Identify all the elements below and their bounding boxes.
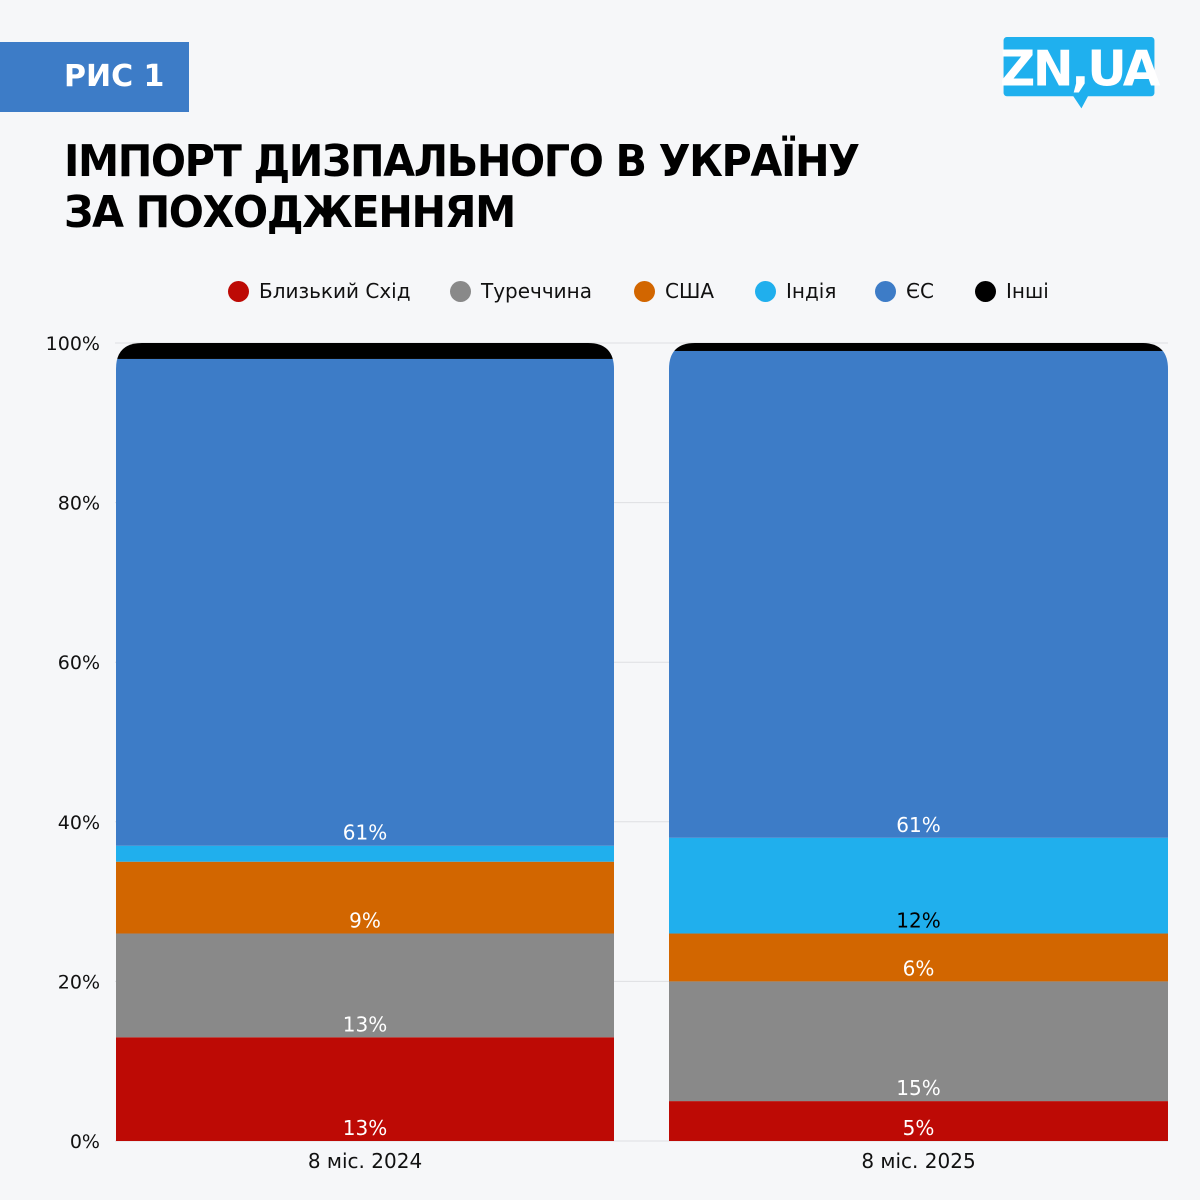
segment-value-label: 15%: [896, 1076, 940, 1100]
segment-value-label: 61%: [343, 821, 387, 845]
legend-swatch-icon: [228, 280, 249, 302]
legend-item: Туреччина: [450, 276, 592, 306]
bar-segment: [116, 845, 614, 862]
bar-segment: [116, 1037, 614, 1141]
legend-item: Індія: [755, 276, 836, 306]
segment-value-label: 9%: [349, 909, 381, 933]
x-category-label: 8 міс. 2025: [861, 1149, 975, 1173]
legend-swatch-icon: [755, 280, 776, 302]
zn-ua-logo: ZN,UA: [1000, 37, 1163, 109]
legend-item: ЄС: [875, 276, 934, 306]
bar-segment: [669, 343, 1168, 351]
segment-value-label: 6%: [903, 956, 935, 980]
y-tick-label: 100%: [46, 333, 100, 355]
bar-segment: [669, 1101, 1168, 1141]
legend-label: ЄС: [906, 279, 934, 303]
bar-group: [116, 343, 614, 1141]
figure-tag: РИС 1: [0, 42, 189, 112]
bar-segment: [116, 343, 614, 359]
legend-label: Інші: [1006, 279, 1049, 303]
chart-legend: Близький Схід Туреччина США Індія ЄС Інші: [0, 276, 1200, 306]
y-tick-label: 60%: [58, 652, 100, 674]
logo-speech-bubble: [1003, 37, 1155, 109]
bar-segment: [116, 358, 614, 846]
bar-segment: [669, 981, 1168, 1102]
legend-swatch-icon: [450, 280, 471, 302]
legend-swatch-icon: [634, 280, 655, 302]
legend-label: Індія: [786, 279, 837, 303]
legend-item: Інші: [975, 276, 1049, 306]
legend-label: Близький Схід: [259, 279, 411, 303]
legend-item: Близький Схід: [228, 276, 411, 306]
legend-item: США: [634, 276, 714, 306]
y-tick-label: 80%: [58, 493, 100, 515]
bar-segment: [116, 861, 614, 934]
legend-label: Туреччина: [481, 279, 593, 303]
bar-group: [669, 343, 1168, 1141]
chart-title: ІМПОРТ ДИЗПАЛЬНОГО В УКРАЇНУ ЗА ПОХОДЖЕН…: [64, 136, 860, 238]
segment-value-label: 12%: [896, 909, 940, 933]
legend-label: США: [665, 279, 715, 303]
bar-segment: [669, 837, 1168, 934]
y-tick-label: 0%: [70, 1131, 100, 1153]
segment-value-label: 13%: [343, 1012, 387, 1036]
x-category-label: 8 міс. 2024: [308, 1149, 422, 1173]
chart-title-line-2: ЗА ПОХОДЖЕННЯМ: [64, 187, 516, 238]
y-tick-label: 40%: [58, 812, 100, 834]
y-tick-label: 20%: [58, 971, 100, 993]
logo-text: ZN,UA: [1000, 42, 1161, 98]
bar-segment: [116, 933, 614, 1038]
chart-title-line-1: ІМПОРТ ДИЗПАЛЬНОГО В УКРАЇНУ: [64, 136, 860, 187]
segment-value-label: 13%: [343, 1116, 387, 1140]
bar-segment: [669, 933, 1168, 982]
legend-swatch-icon: [875, 280, 896, 302]
segment-value-label: 61%: [896, 813, 940, 837]
legend-swatch-icon: [975, 280, 996, 302]
bar-segment: [669, 350, 1168, 838]
segment-value-label: 5%: [903, 1116, 935, 1140]
